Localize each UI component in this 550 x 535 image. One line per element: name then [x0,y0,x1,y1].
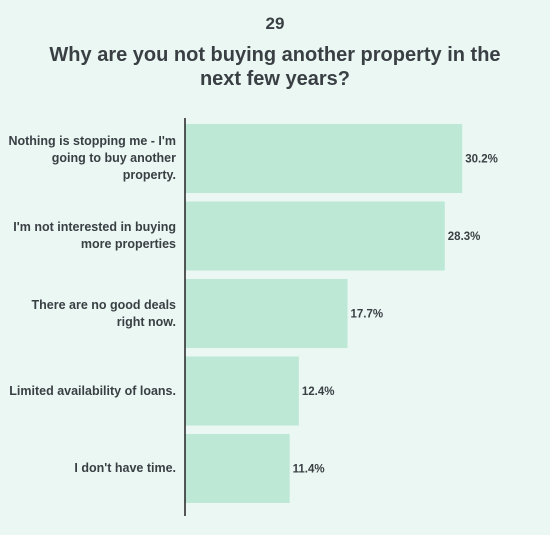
category-label: I'm not interested in buying more proper… [13,220,176,251]
category-label: Limited availability of loans. [9,383,176,398]
bar [185,356,299,426]
bar-value-label: 30.2% [465,154,498,166]
bar [185,434,290,503]
bar [185,124,463,193]
category-label: There are no good deals right now. [31,297,176,329]
bar-value-label: 17.7% [350,309,383,321]
bar-value-label: 12.4% [302,386,335,398]
bar-value-label: 28.3% [448,231,481,243]
category-label: I don't have time. [74,461,176,475]
chart-number: 29 [265,14,285,33]
chart-title: Why are you not buying another property … [49,44,501,90]
bar-value-label: 11.4% [293,464,325,476]
bar [185,201,445,271]
category-label: Nothing is stopping me - I'm going to bu… [8,134,176,182]
bar [185,279,348,348]
